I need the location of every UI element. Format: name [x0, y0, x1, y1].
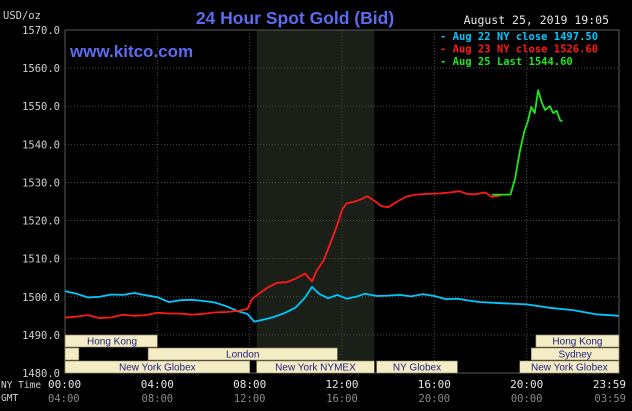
- series-line: [492, 89, 563, 196]
- legend-entry: - Aug 22 NY close 1497.50: [440, 31, 598, 43]
- session-label: London: [226, 350, 259, 361]
- x-tick-label-gmt: 04:00: [48, 393, 80, 405]
- session-bar: [535, 334, 620, 348]
- price-series: [64, 89, 620, 323]
- x-tick-label-ny: 08:00: [233, 378, 266, 391]
- legend-entry: - Aug 25 Last 1544.60: [440, 56, 573, 68]
- chart-title: 24 Hour Spot Gold (Bid): [196, 8, 394, 28]
- unit-label: USD/oz: [3, 10, 41, 22]
- y-tick-label: 1500.0: [22, 292, 60, 304]
- x-tick-label-gmt: 20:00: [419, 393, 451, 405]
- session-label: Hong Kong: [552, 337, 602, 348]
- x-tick-label-ny: 00:00: [48, 378, 81, 391]
- x-row-label: NY Time: [1, 380, 41, 391]
- session-bar: [147, 347, 338, 361]
- x-tick-label-ny: 04:00: [141, 378, 174, 391]
- session-label: New York Globex: [119, 363, 196, 374]
- x-tick-label-gmt: 00:00: [511, 393, 543, 405]
- y-tick-label: 1520.0: [22, 216, 60, 228]
- x-tick-label-ny: 16:00: [418, 378, 451, 391]
- session-label: New York Globex: [531, 363, 608, 374]
- x-tick-label-ny: 23:59: [593, 378, 626, 391]
- y-tick-label: 1550.0: [22, 101, 60, 113]
- session-bar: [64, 347, 80, 361]
- x-axis: NY Time GMT 00:00 04:00 08:00 12:00 16:00 20:00…: [1, 378, 626, 405]
- x-tick-label-gmt: 03:59: [594, 393, 626, 405]
- session-bar: [519, 360, 620, 374]
- x-tick-label-ny: 20:00: [510, 378, 543, 391]
- timestamp: August 25, 2019 19:05: [464, 13, 609, 27]
- session-label: NY Globex: [393, 363, 441, 374]
- legend: - Aug 22 NY close 1497.50- Aug 23 NY clo…: [440, 31, 598, 68]
- y-tick-label: 1490.0: [22, 330, 60, 342]
- y-tick-label: 1560.0: [22, 63, 60, 75]
- y-tick-label: 1530.0: [22, 177, 60, 189]
- series-line: [64, 190, 502, 319]
- y-tick-label: 1570.0: [22, 25, 60, 37]
- legend-entry: - Aug 23 NY close 1526.60: [440, 44, 598, 56]
- y-tick-label: 1480.0: [22, 368, 60, 380]
- session-bar: [64, 360, 250, 374]
- session-bar: [376, 360, 458, 374]
- x-tick-label-gmt: 12:00: [234, 393, 266, 405]
- session-bar: [64, 334, 158, 348]
- series-line: [64, 286, 620, 323]
- y-tick-label: 1510.0: [22, 254, 60, 266]
- session-label: New York NYMEX: [275, 363, 356, 374]
- session-label: Hong Kong: [87, 337, 137, 348]
- x-tick-label-gmt: 16:00: [326, 393, 358, 405]
- x-tick-label-gmt: 08:00: [142, 393, 174, 405]
- y-axis: 1570.0 1560.0 1550.0 1540.0 1530.0 1520.0 1510…: [22, 25, 60, 380]
- session-label: Sydney: [558, 350, 591, 361]
- market-session-bars: Hong Kong Hong Kong London Sydney New York G…: [64, 334, 620, 374]
- session-bar: [256, 360, 375, 374]
- y-tick-label: 1540.0: [22, 139, 60, 151]
- x-row-label: GMT: [1, 393, 18, 404]
- watermark: www.kitco.com: [69, 42, 193, 61]
- x-tick-label-ny: 12:00: [325, 378, 358, 391]
- session-bar: [530, 347, 620, 361]
